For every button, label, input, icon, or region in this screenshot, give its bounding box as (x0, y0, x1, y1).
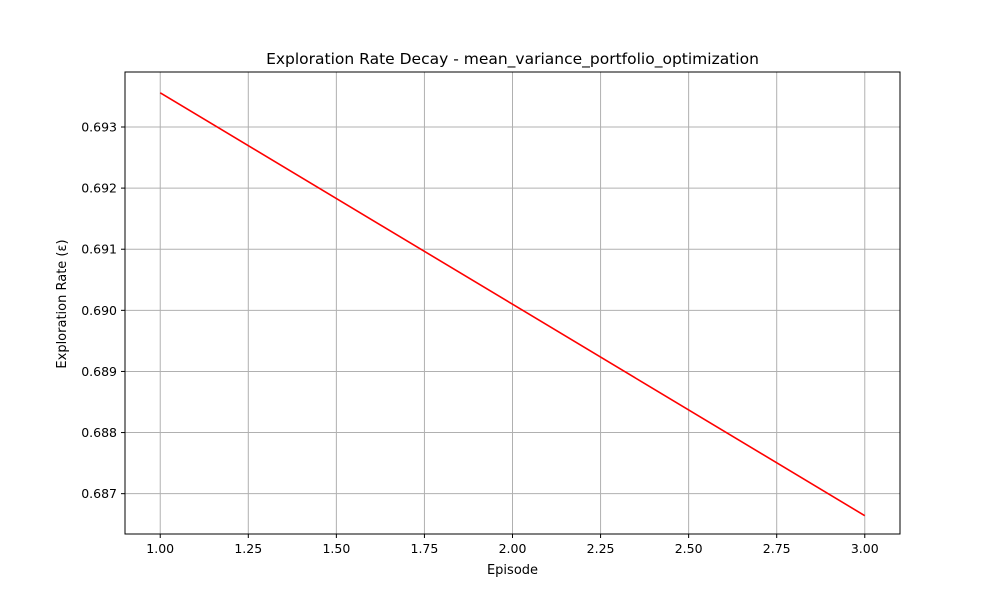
chart-title: Exploration Rate Decay - mean_variance_p… (266, 50, 759, 69)
y-axis-ticks: 0.687 0.688 0.689 0.690 0.691 0.692 0.693 (81, 120, 125, 501)
series-lines (159, 92, 866, 517)
x-tick-label: 2.75 (763, 541, 791, 556)
x-tick-label: 1.25 (234, 541, 262, 556)
x-tick-label: 2.50 (675, 541, 703, 556)
y-axis-label: Exploration Rate (ε) (55, 239, 70, 368)
y-tick-label: 0.687 (81, 486, 117, 501)
x-tick-label: 2.00 (499, 541, 527, 556)
x-tick-label: 1.00 (146, 541, 174, 556)
x-tick-label: 2.25 (587, 541, 615, 556)
y-tick-label: 0.692 (81, 181, 117, 196)
y-tick-label: 0.693 (81, 120, 117, 135)
x-axis-label: Episode (487, 563, 538, 578)
grid (125, 72, 900, 534)
y-tick-label: 0.688 (81, 425, 117, 440)
y-tick-label: 0.691 (81, 242, 117, 257)
series-line (159, 92, 866, 517)
x-tick-label: 1.75 (411, 541, 439, 556)
y-tick-label: 0.690 (81, 303, 117, 318)
x-axis-ticks: 1.00 1.25 1.50 1.75 2.00 2.25 2.50 2.75 3.00 (146, 534, 879, 556)
x-tick-label: 3.00 (851, 541, 879, 556)
y-tick-label: 0.689 (81, 364, 117, 379)
x-tick-label: 1.50 (322, 541, 350, 556)
